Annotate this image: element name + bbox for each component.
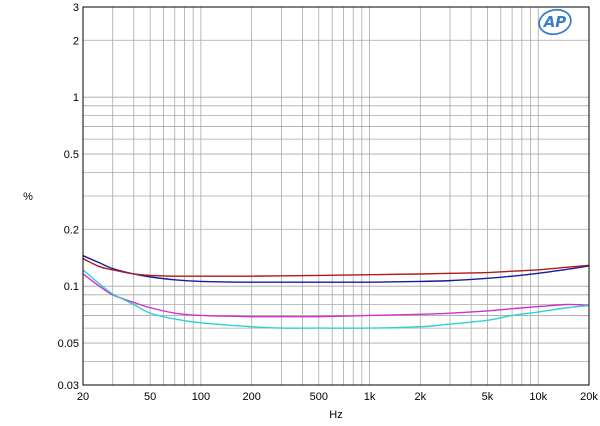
plot-frame: [82, 6, 590, 386]
x-tick-label: 20k: [580, 391, 598, 403]
series-line-3: [82, 273, 590, 318]
y-tick-label: 0.03: [58, 380, 79, 392]
x-tick-label: 5k: [482, 391, 494, 403]
data-series: [82, 255, 590, 329]
x-tick-label: 200: [242, 391, 260, 403]
x-tick-label: 500: [310, 391, 328, 403]
y-tick-label: 0.2: [64, 224, 79, 236]
x-tick-label: 100: [192, 391, 210, 403]
y-tick-label: 0.1: [64, 281, 79, 293]
y-tick-label: 1: [73, 92, 79, 104]
y-tick-labels: 3 2 1 0.5 0.2 0.1 0.05 0.03: [58, 2, 79, 392]
series-line-2: [82, 257, 590, 277]
grid-lines: [83, 7, 589, 385]
x-tick-labels: 20 50 100 200 500 1k 2k 5k 10k 20k: [77, 391, 598, 403]
x-tick-label: 2k: [415, 391, 427, 403]
x-tick-label: 1k: [364, 391, 376, 403]
y-tick-label: 2: [73, 35, 79, 47]
ap-logo-text: AP: [543, 13, 567, 31]
y-tick-label: 0.5: [64, 149, 79, 161]
y-tick-label: 3: [73, 2, 79, 14]
x-axis-label: Hz: [329, 409, 342, 421]
series-line-4: [82, 269, 590, 329]
x-tick-label: 10k: [529, 391, 547, 403]
y-tick-label: 0.05: [58, 338, 79, 350]
ap-logo: AP: [538, 8, 572, 36]
y-axis-label: %: [23, 191, 33, 203]
x-tick-label: 20: [77, 391, 89, 403]
x-tick-label: 50: [144, 391, 156, 403]
